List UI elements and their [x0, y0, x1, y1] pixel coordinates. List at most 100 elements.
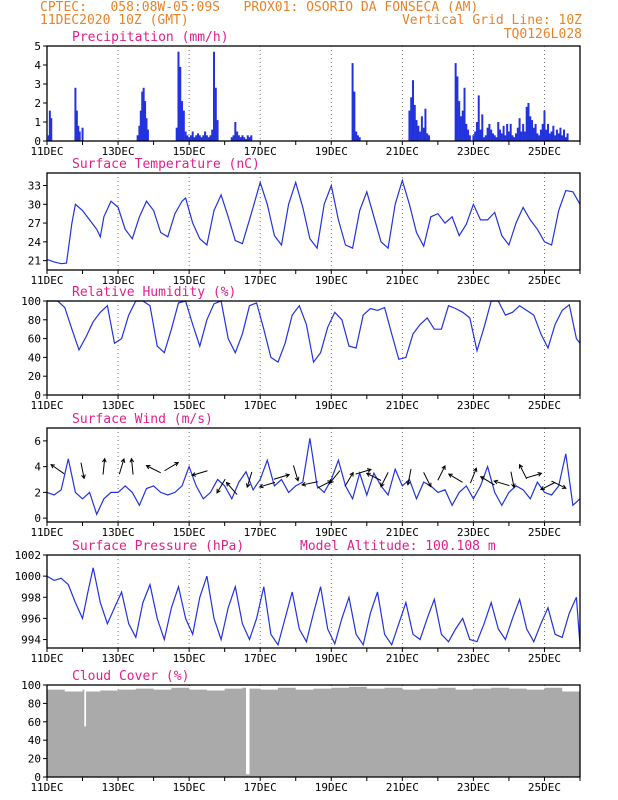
precip-bar [525, 106, 528, 141]
wind-arrow [526, 472, 543, 479]
precip-bar [184, 131, 187, 141]
x-tick-label: 13DEC [102, 145, 135, 158]
wind-arrow [539, 481, 556, 491]
precip-bar [48, 110, 51, 141]
x-tick-label: 15DEC [173, 274, 206, 287]
precip-bar [543, 110, 546, 141]
precip-bar [419, 131, 422, 141]
precip-bar [353, 91, 356, 141]
precip-bar [564, 137, 567, 141]
x-tick-label: 23DEC [457, 145, 490, 158]
precip-bar [507, 131, 510, 141]
y-tick-label: 80 [28, 314, 41, 327]
precip-bar [239, 137, 242, 141]
precip-bar [250, 135, 253, 141]
panel-title: Surface Temperature (nC) [72, 157, 260, 172]
panel-title: Surface Wind (m/s) [72, 412, 213, 427]
precip-bar [481, 114, 484, 141]
precip-bar [204, 131, 207, 141]
y-tick-label: 100 [21, 679, 41, 692]
wind-arrow [510, 471, 516, 489]
precip-bar [179, 66, 182, 141]
panel-title: Cloud Cover (%) [72, 669, 189, 684]
precip-bar [536, 133, 539, 141]
y-tick-label: 0 [34, 512, 41, 525]
x-tick-label: 25DEC [528, 652, 561, 665]
wind-arrow [145, 464, 161, 474]
precip-bar [413, 104, 416, 141]
precip-bar [145, 118, 148, 141]
precip-bar [456, 76, 459, 141]
precip-bar [463, 87, 466, 141]
precip-bar [138, 125, 141, 141]
wind-arrow [406, 468, 412, 486]
precip-bar [205, 135, 208, 141]
precip-bar [177, 51, 180, 142]
precip-bar [191, 131, 194, 141]
precip-bar [410, 97, 413, 141]
header-station-line: CPTEC: 058:08W-05:09S PROX01: OSORIO DA … [40, 0, 479, 15]
precip-bar [246, 135, 249, 141]
y-tick-label: 60 [28, 716, 41, 729]
precip-bar [513, 137, 516, 141]
y-tick-label: 33 [28, 180, 41, 193]
x-tick-label: 11DEC [30, 399, 63, 412]
panel-frame [46, 172, 581, 271]
precip-bar [548, 133, 551, 141]
x-tick-label: 25DEC [528, 274, 561, 287]
precip-bar [351, 63, 354, 141]
y-tick-label: 20 [28, 753, 41, 766]
y-tick-label: 27 [28, 217, 41, 230]
precip-bar [555, 129, 558, 141]
wind-arrow [380, 472, 389, 488]
precip-bar [77, 125, 80, 141]
y-tick-label: 6 [34, 435, 41, 448]
precip-bar [529, 116, 532, 141]
precip-bar [193, 137, 196, 141]
wind-arrow [273, 473, 291, 480]
y-tick-label: 1002 [15, 549, 42, 562]
x-tick-label: 15DEC [173, 145, 206, 158]
y-tick-label: 24 [28, 236, 42, 249]
precip-bar [563, 129, 566, 141]
panel-1: 21 24 27 30 33 11DEC 13DEC 15DEC 17DEC 19DEC 21DEC… [28, 157, 581, 287]
precip-bar [232, 135, 235, 141]
precip-bar [493, 135, 496, 141]
wind-arrow [301, 481, 318, 487]
precip-bar [420, 116, 423, 141]
wind-arrow [216, 478, 226, 494]
precip-bar [550, 131, 553, 141]
wind-arrow [447, 473, 463, 483]
precip-bar [209, 135, 212, 141]
wind-arrow [129, 457, 135, 475]
y-tick-label: 994 [21, 634, 41, 647]
precip-bar [195, 135, 198, 141]
wind-arrow [191, 470, 208, 477]
series-line [46, 438, 581, 516]
wind-arrow [50, 464, 65, 475]
x-tick-label: 23DEC [457, 781, 490, 794]
precip-bar [475, 122, 478, 141]
precip-bar [417, 125, 420, 141]
precip-bar [467, 129, 470, 141]
x-tick-label: 17DEC [244, 652, 277, 665]
y-tick-label: 40 [28, 351, 41, 364]
wind-arrow [437, 464, 446, 481]
precip-bar [509, 123, 512, 141]
precip-bar [175, 127, 178, 141]
x-tick-label: 13DEC [102, 274, 135, 287]
y-tick-label: 21 [28, 255, 41, 268]
precip-bar [146, 129, 149, 141]
precip-bar [495, 137, 498, 141]
precip-bar [454, 63, 457, 141]
wind-arrow [101, 457, 107, 475]
precip-bar [511, 135, 514, 141]
precip-bar [244, 139, 247, 141]
precip-bar [515, 133, 518, 141]
x-tick-label: 25DEC [528, 399, 561, 412]
precip-bar [141, 91, 144, 141]
y-tick-label: 4 [34, 59, 41, 72]
wind-arrow [344, 471, 354, 487]
panel-annotation: Model Altitude: 100.108 m [300, 539, 496, 554]
panel-frame [46, 300, 581, 396]
